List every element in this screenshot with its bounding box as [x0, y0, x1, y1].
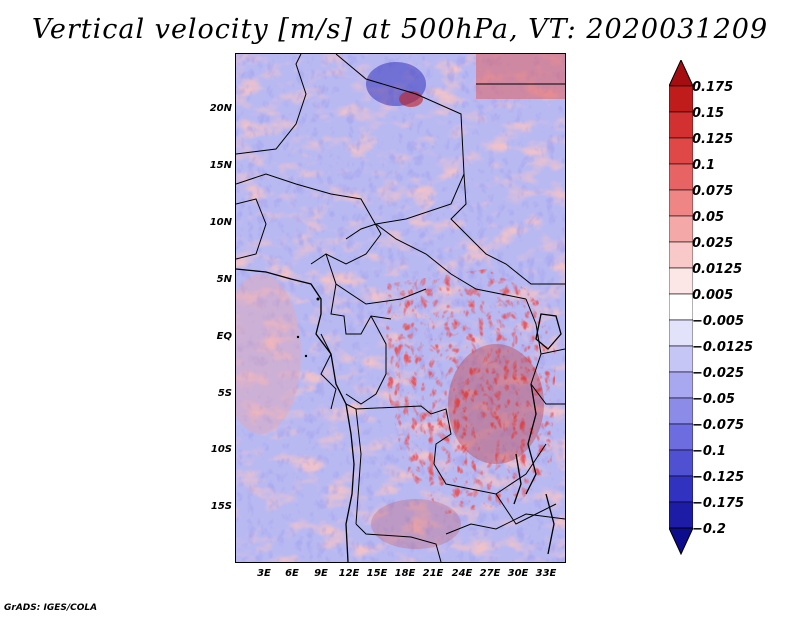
border-line — [355, 523, 442, 562]
convective-region — [386, 269, 556, 514]
border-line — [445, 513, 565, 535]
border-line — [325, 253, 427, 305]
lat-label-20n: 20N — [209, 103, 232, 114]
border-line — [355, 408, 362, 525]
lon-label-18e: 18E — [394, 568, 416, 579]
convective-noise — [386, 269, 556, 514]
colorbar-label: −0.125 — [692, 470, 745, 485]
colorbar-swatch — [669, 449, 693, 477]
colorbar-label: −0.075 — [692, 418, 745, 433]
lon-label-21e: 21E — [422, 568, 444, 579]
colorbar-swatch — [669, 423, 693, 451]
colorbar-label: −0.1 — [692, 444, 726, 459]
lake-tanganyika — [525, 383, 537, 495]
lat-label-15s: 15S — [210, 501, 232, 512]
coast-islands — [296, 297, 320, 358]
colorbar-swatch — [669, 241, 693, 269]
colorbar-label: 0.0125 — [692, 262, 743, 277]
lon-label-30e: 30E — [507, 568, 529, 579]
colorbar-label: 0.15 — [692, 106, 725, 121]
border-line — [540, 348, 565, 355]
lake-mweru — [513, 453, 522, 505]
lon-label-15e: 15E — [366, 568, 388, 579]
colorbar-bottom-arrow — [669, 527, 693, 556]
lake-victoria — [535, 313, 562, 350]
colorbar-swatch — [669, 267, 693, 295]
country-borders — [236, 54, 565, 562]
lon-label-27e: 27E — [479, 568, 501, 579]
border-line — [310, 233, 382, 265]
map-plot-area[interactable] — [235, 53, 566, 563]
lat-label-10n: 10N — [209, 217, 232, 228]
colorbar-swatch — [669, 345, 693, 373]
northeast-ascent — [476, 54, 565, 99]
colorbar-label: −0.025 — [692, 366, 745, 381]
colorbar-swatch — [669, 215, 693, 243]
lat-label-10s: 10S — [210, 444, 232, 455]
lat-label-eq: EQ — [216, 331, 232, 342]
colorbar-swatch — [669, 293, 693, 321]
colorbar-top-arrow — [669, 60, 693, 87]
lon-label-33e: 33E — [535, 568, 557, 579]
colorbar-swatch — [669, 189, 693, 217]
southern-convection — [371, 499, 461, 549]
border-line — [335, 54, 465, 175]
colorbar-swatch — [669, 475, 693, 503]
lat-label-15n: 15N — [209, 160, 232, 171]
colorbar-label: 0.005 — [692, 288, 734, 303]
border-line — [345, 403, 452, 465]
map-title: Vertical velocity [m/s] at 500hPa, VT: 2… — [31, 14, 769, 45]
border-line — [375, 223, 527, 300]
border-line — [236, 198, 267, 260]
atlantic-ascent-band — [236, 274, 301, 434]
border-line — [525, 298, 565, 405]
colorbar-label: 0.025 — [692, 236, 734, 251]
island — [316, 297, 320, 301]
island — [296, 335, 300, 339]
colorbar-swatch — [669, 319, 693, 347]
lat-label-5s: 5S — [217, 388, 232, 399]
colorbar-label: −0.175 — [692, 496, 745, 511]
lon-label-3e: 3E — [257, 568, 271, 579]
border-line — [345, 315, 387, 405]
colorbar-label: −0.2 — [692, 522, 726, 537]
colorbar-swatch — [669, 397, 693, 425]
colorbar-label: 0.075 — [692, 184, 734, 199]
velocity-field-map — [236, 54, 565, 562]
coastlines — [236, 268, 562, 562]
colorbar-label: 0.175 — [692, 80, 734, 95]
border-line — [236, 54, 307, 155]
grads-credit: GrADS: IGES/COLA — [4, 603, 98, 613]
colorbar-swatch — [669, 163, 693, 191]
colorbar-label: −0.0125 — [692, 340, 754, 355]
lon-label-6e: 6E — [285, 568, 299, 579]
colorbar-label: −0.005 — [692, 314, 745, 329]
lon-label-12e: 12E — [338, 568, 360, 579]
border-line — [345, 173, 465, 240]
north-ascent-spot — [399, 91, 423, 107]
island — [304, 354, 308, 358]
lon-label-24e: 24E — [451, 568, 473, 579]
colorbar-swatch — [669, 111, 693, 139]
lake-malawi — [545, 493, 555, 555]
lat-label-5n: 5N — [216, 274, 232, 285]
colorbar-swatch — [669, 371, 693, 399]
atlantic-coast — [236, 268, 355, 562]
lon-label-9e: 9E — [314, 568, 328, 579]
colorbar-label: −0.05 — [692, 392, 735, 407]
colorbar-label: 0.125 — [692, 132, 734, 147]
border-line — [320, 333, 337, 410]
border-line — [236, 173, 382, 235]
colorbar-label: 0.1 — [692, 158, 716, 173]
colorbar-swatch — [669, 501, 693, 529]
border-line — [495, 493, 557, 525]
colorbar-label: 0.05 — [692, 210, 725, 225]
colorbar-swatch — [669, 137, 693, 165]
colorbar — [669, 60, 693, 556]
border-line — [450, 173, 565, 285]
great-lakes-convection — [448, 344, 544, 464]
colorbar-swatch — [669, 85, 693, 113]
